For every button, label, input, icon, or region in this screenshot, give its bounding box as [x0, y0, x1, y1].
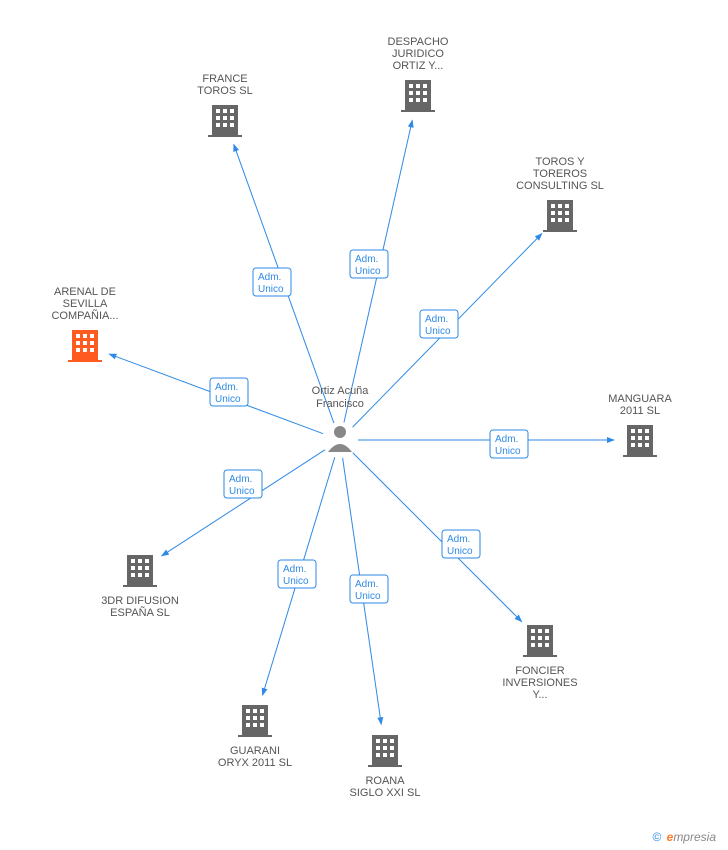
company-label: COMPAÑIA...: [51, 309, 118, 322]
footer-attribution: © empresia: [652, 830, 716, 844]
company-label: ORTIZ Y...: [393, 60, 444, 72]
svg-text:Adm.: Adm.: [258, 272, 281, 283]
svg-text:Adm.: Adm.: [495, 434, 518, 445]
company-label: FONCIER: [515, 665, 565, 677]
company-node-france-toros[interactable]: [208, 105, 242, 137]
svg-text:Unico: Unico: [425, 326, 451, 337]
company-label: TOROS SL: [197, 85, 252, 97]
company-node-arenal-sevilla[interactable]: [68, 330, 102, 362]
company-label: TOREROS: [533, 168, 587, 180]
svg-text:Adm.: Adm.: [355, 579, 378, 590]
svg-text:Unico: Unico: [447, 546, 473, 557]
svg-text:Unico: Unico: [355, 591, 381, 602]
company-label: FRANCE: [202, 73, 247, 85]
svg-text:Adm.: Adm.: [229, 474, 252, 485]
edge-label: Adm.Unico: [350, 575, 388, 603]
company-label: ROANA: [365, 775, 405, 787]
svg-text:Adm.: Adm.: [355, 254, 378, 265]
copyright-symbol: ©: [652, 830, 661, 844]
company-label: SIGLO XXI SL: [350, 787, 421, 799]
svg-text:Adm.: Adm.: [283, 564, 306, 575]
company-label: ARENAL DE: [54, 286, 116, 298]
company-label: Y...: [532, 689, 547, 701]
network-diagram: Adm.UnicoAdm.UnicoAdm.UnicoAdm.UnicoAdm.…: [0, 0, 728, 850]
company-node-despacho-juridico[interactable]: [401, 80, 435, 112]
brand-rest: mpresia: [673, 830, 716, 844]
company-label: 2011 SL: [620, 405, 660, 417]
company-label: JURIDICO: [392, 48, 444, 60]
center-person-icon: [328, 426, 352, 452]
center-label-line: Ortiz Acuña: [312, 385, 370, 397]
svg-text:Unico: Unico: [355, 266, 381, 277]
company-label: MANGUARA: [608, 393, 672, 405]
company-label: SEVILLA: [63, 298, 108, 310]
svg-text:Adm.: Adm.: [447, 534, 470, 545]
company-label: CONSULTING SL: [516, 180, 604, 192]
edge-label: Adm.Unico: [420, 310, 458, 338]
svg-text:Adm.: Adm.: [425, 314, 448, 325]
company-node-3dr-difusion[interactable]: [123, 555, 157, 587]
svg-text:Unico: Unico: [258, 284, 284, 295]
edge-label: Adm.Unico: [490, 430, 528, 458]
edge-label: Adm.Unico: [278, 560, 316, 588]
edge-label: Adm.Unico: [224, 470, 262, 498]
company-label: TOROS Y: [535, 156, 585, 168]
edge-label: Adm.Unico: [442, 530, 480, 558]
svg-text:Unico: Unico: [229, 486, 255, 497]
company-node-toros-toreros[interactable]: [543, 200, 577, 232]
company-node-guarani-oryx[interactable]: [238, 705, 272, 737]
company-node-manguara[interactable]: [623, 425, 657, 457]
edge-label: Adm.Unico: [253, 268, 291, 296]
svg-text:Unico: Unico: [215, 394, 241, 405]
company-label: ORYX 2011 SL: [218, 757, 292, 769]
edge-label: Adm.Unico: [210, 378, 248, 406]
company-node-roana[interactable]: [368, 735, 402, 767]
svg-text:Adm.: Adm.: [215, 382, 238, 393]
edge-label: Adm.Unico: [350, 250, 388, 278]
company-node-foncier[interactable]: [523, 625, 557, 657]
company-label: ESPAÑA SL: [110, 606, 170, 619]
center-label-line: Francisco: [316, 398, 364, 410]
edge-line: [162, 450, 325, 556]
company-label: DESPACHO: [388, 36, 449, 48]
svg-text:Unico: Unico: [283, 576, 309, 587]
company-label: INVERSIONES: [502, 677, 577, 689]
svg-text:Unico: Unico: [495, 446, 521, 457]
company-label: 3DR DIFUSION: [101, 595, 179, 607]
company-label: GUARANI: [230, 745, 280, 757]
